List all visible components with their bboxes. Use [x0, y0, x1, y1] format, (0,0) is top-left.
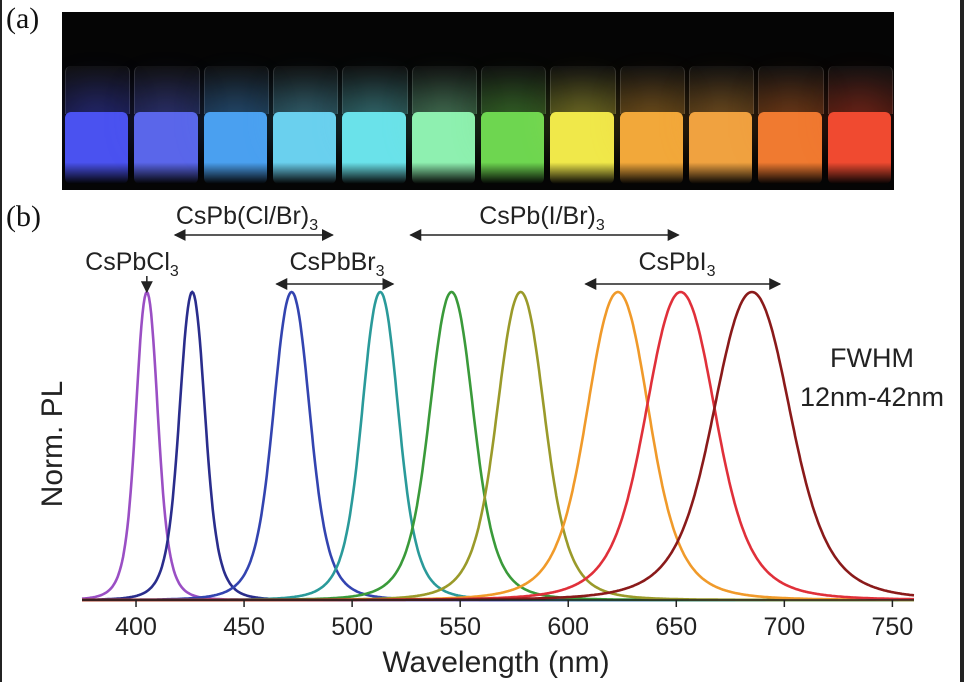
annotation-label: CsPb(I/Br)3: [479, 202, 605, 234]
vial-glass: [273, 66, 339, 114]
x-ticks: 400 450 500 550 600 650 700 750: [115, 600, 913, 641]
fwhm-label: FWHM: [830, 343, 914, 373]
composition-annotations: CsPbCl3 CsPb(Cl/Br)3 CsPbBr3 CsPb(I/Br)3 CsP…: [85, 202, 782, 294]
vial-glass: [203, 66, 269, 114]
vial: [273, 112, 337, 184]
x-tick-label: 450: [223, 613, 265, 641]
x-tick-label: 750: [872, 613, 914, 641]
vial-glass: [411, 66, 477, 114]
vial: [689, 112, 753, 184]
vial-glass: [65, 66, 131, 114]
vial: [134, 112, 198, 184]
vial-glass: [758, 66, 824, 114]
spectra-curves: [81, 289, 915, 602]
annotation-label: CsPbBr3: [289, 248, 384, 280]
vial-glass: [619, 66, 685, 114]
annotation-label: CsPbI3: [639, 248, 716, 280]
vial-glass: [689, 66, 755, 114]
annotation-label: CsPb(Cl/Br)3: [176, 202, 318, 234]
vial: [481, 112, 545, 184]
vial: [619, 112, 683, 184]
vial-glass: [342, 66, 408, 114]
x-tick-label: 650: [655, 613, 697, 641]
vial: [342, 112, 406, 184]
y-axis-label: Norm. PL: [36, 381, 69, 508]
x-axis-label: Wavelength (nm): [382, 646, 609, 679]
annotation-label: CsPbCl3: [85, 248, 179, 280]
x-tick-label: 550: [439, 613, 481, 641]
vials-photo: [62, 12, 894, 190]
x-tick-label: 700: [763, 613, 805, 641]
vial: [65, 112, 129, 184]
x-tick-label: 500: [331, 613, 373, 641]
vial: [550, 112, 614, 184]
vial-glass: [550, 66, 616, 114]
vial: [411, 112, 475, 184]
vial-glass: [481, 66, 547, 114]
vial: [827, 112, 891, 184]
panel-a-label: (a): [6, 2, 40, 35]
vial: [758, 112, 822, 184]
x-tick-label: 600: [547, 613, 589, 641]
vial-glass: [134, 66, 200, 114]
vial: [203, 112, 267, 184]
fwhm-range: 12nm-42nm: [800, 382, 944, 412]
panel-b-label: (b): [6, 200, 41, 233]
x-tick-label: 400: [115, 613, 157, 641]
vial-glass: [827, 66, 893, 114]
